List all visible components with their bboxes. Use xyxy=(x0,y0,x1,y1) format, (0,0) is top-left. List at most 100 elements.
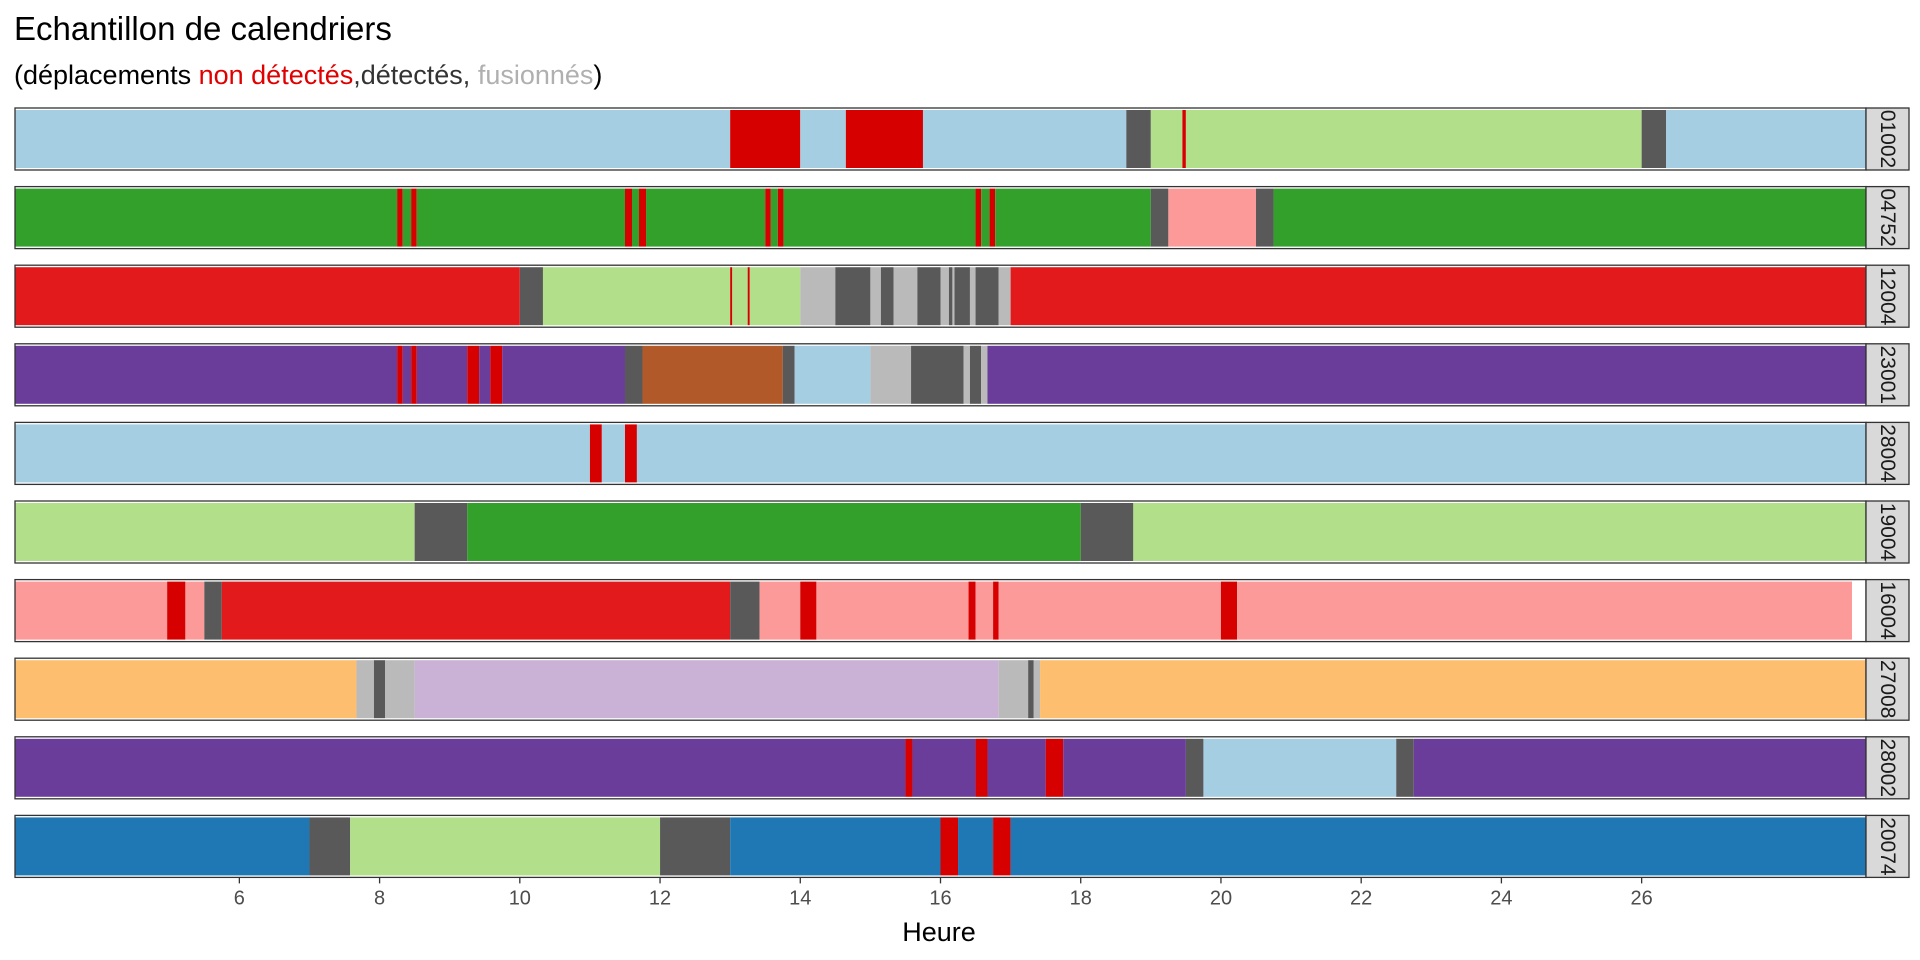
schedule-segment xyxy=(730,581,760,640)
schedule-segment xyxy=(309,817,351,876)
schedule-segment xyxy=(954,267,970,326)
schedule-segment xyxy=(969,267,976,326)
schedule-segment xyxy=(402,188,412,247)
subtitle-merged: fusionnés xyxy=(478,60,594,90)
subtitle-close: ) xyxy=(593,60,602,90)
facet-strip xyxy=(1865,657,1910,721)
schedule-segment xyxy=(385,660,415,719)
subtitle-detected: ,détectés, xyxy=(353,60,478,90)
schedule-segment xyxy=(975,581,994,640)
schedule-row: 19004 xyxy=(14,500,1910,564)
x-tick-label: 6 xyxy=(234,887,245,909)
schedule-segment xyxy=(800,267,836,326)
schedule-segment xyxy=(15,503,415,561)
schedule-row: 04752 xyxy=(14,185,1910,250)
schedule-segment xyxy=(1237,581,1852,640)
schedule-segment xyxy=(15,817,310,876)
schedule-segment xyxy=(958,817,994,876)
schedule-segment xyxy=(479,345,491,404)
subtitle-open: (déplacements xyxy=(14,60,199,90)
x-tick-label: 8 xyxy=(374,887,385,909)
schedule-segment xyxy=(912,738,976,797)
facet-label: 19004 xyxy=(1876,503,1899,562)
schedule-segment xyxy=(356,660,374,719)
facet-label: 28002 xyxy=(1876,739,1899,797)
schedule-segment xyxy=(414,660,999,719)
facet-label: 28004 xyxy=(1876,424,1899,483)
facet-label: 23001 xyxy=(1876,346,1899,404)
schedule-segment xyxy=(1150,110,1183,168)
schedule-segment xyxy=(845,110,923,168)
x-tick-label: 12 xyxy=(649,887,671,909)
schedule-segment xyxy=(998,660,1029,719)
schedule-segment xyxy=(922,110,1127,168)
schedule-segment xyxy=(770,188,778,247)
schedule-segment xyxy=(1126,110,1151,168)
schedule-segment xyxy=(893,267,918,326)
schedule-row: 16004 xyxy=(14,578,1910,643)
schedule-segment xyxy=(1168,188,1257,247)
schedule-segment xyxy=(794,345,871,404)
facet-label: 27008 xyxy=(1876,660,1899,718)
schedule-segment xyxy=(1033,660,1041,719)
schedule-segment xyxy=(1010,267,1866,326)
schedule-segment xyxy=(1185,738,1204,797)
facet-label: 20074 xyxy=(1876,817,1899,876)
schedule-segment xyxy=(642,345,783,404)
schedule-segment xyxy=(1641,110,1667,168)
schedule-segment xyxy=(732,267,748,326)
schedule-segment xyxy=(411,188,417,247)
schedule-segment xyxy=(411,345,417,404)
facet-strip xyxy=(1865,578,1910,643)
schedule-segment xyxy=(15,345,398,404)
schedule-segment xyxy=(730,817,941,876)
facet-label: 01002 xyxy=(1876,110,1899,168)
schedule-segment xyxy=(987,345,1866,404)
schedule-segment xyxy=(987,738,1046,797)
schedule-segment xyxy=(373,660,386,719)
schedule-segment xyxy=(185,581,205,640)
schedule-segment xyxy=(1666,110,1866,168)
chart-title: Echantillon de calendriers xyxy=(14,10,392,47)
x-tick-label: 20 xyxy=(1210,887,1232,909)
schedule-segment xyxy=(15,581,168,640)
schedule-segment xyxy=(1185,110,1642,168)
facet-strip xyxy=(1865,264,1910,328)
schedule-segment xyxy=(782,345,795,404)
schedule-segment xyxy=(1150,188,1169,247)
schedule-segment xyxy=(402,345,412,404)
schedule-segment xyxy=(221,581,731,640)
schedule-segment xyxy=(624,424,637,483)
facet-label: 16004 xyxy=(1876,581,1899,640)
schedule-segment xyxy=(1010,817,1866,876)
schedule-segment xyxy=(397,188,403,247)
schedule-segment xyxy=(646,188,766,247)
schedule-segment xyxy=(636,424,1867,483)
schedule-segment xyxy=(998,267,1011,326)
schedule-segment xyxy=(519,267,543,326)
schedule-segment xyxy=(765,188,771,247)
facet-label: 12004 xyxy=(1876,267,1899,326)
schedule-segment xyxy=(1256,188,1274,247)
schedule-segment xyxy=(589,424,602,483)
schedule-segment xyxy=(870,345,912,404)
schedule-segment xyxy=(350,817,661,876)
schedule-segment xyxy=(639,188,647,247)
schedule-segment xyxy=(624,188,632,247)
schedule-segment xyxy=(1028,660,1034,719)
schedule-segment xyxy=(416,345,468,404)
schedule-segment xyxy=(835,267,871,326)
schedule-segment xyxy=(467,345,480,404)
schedule-segment xyxy=(414,503,468,561)
schedule-segment xyxy=(952,267,955,326)
schedule-row: 01002 xyxy=(14,107,1910,171)
schedule-segment xyxy=(502,345,625,404)
schedule-segment xyxy=(1063,738,1186,797)
facet-strip xyxy=(1865,421,1910,486)
schedule-segment xyxy=(601,424,625,483)
schedule-segment xyxy=(397,345,403,404)
schedule-segment xyxy=(759,581,801,640)
x-tick-label: 14 xyxy=(789,887,811,909)
schedule-segment xyxy=(880,267,894,326)
schedule-segment xyxy=(1045,738,1064,797)
